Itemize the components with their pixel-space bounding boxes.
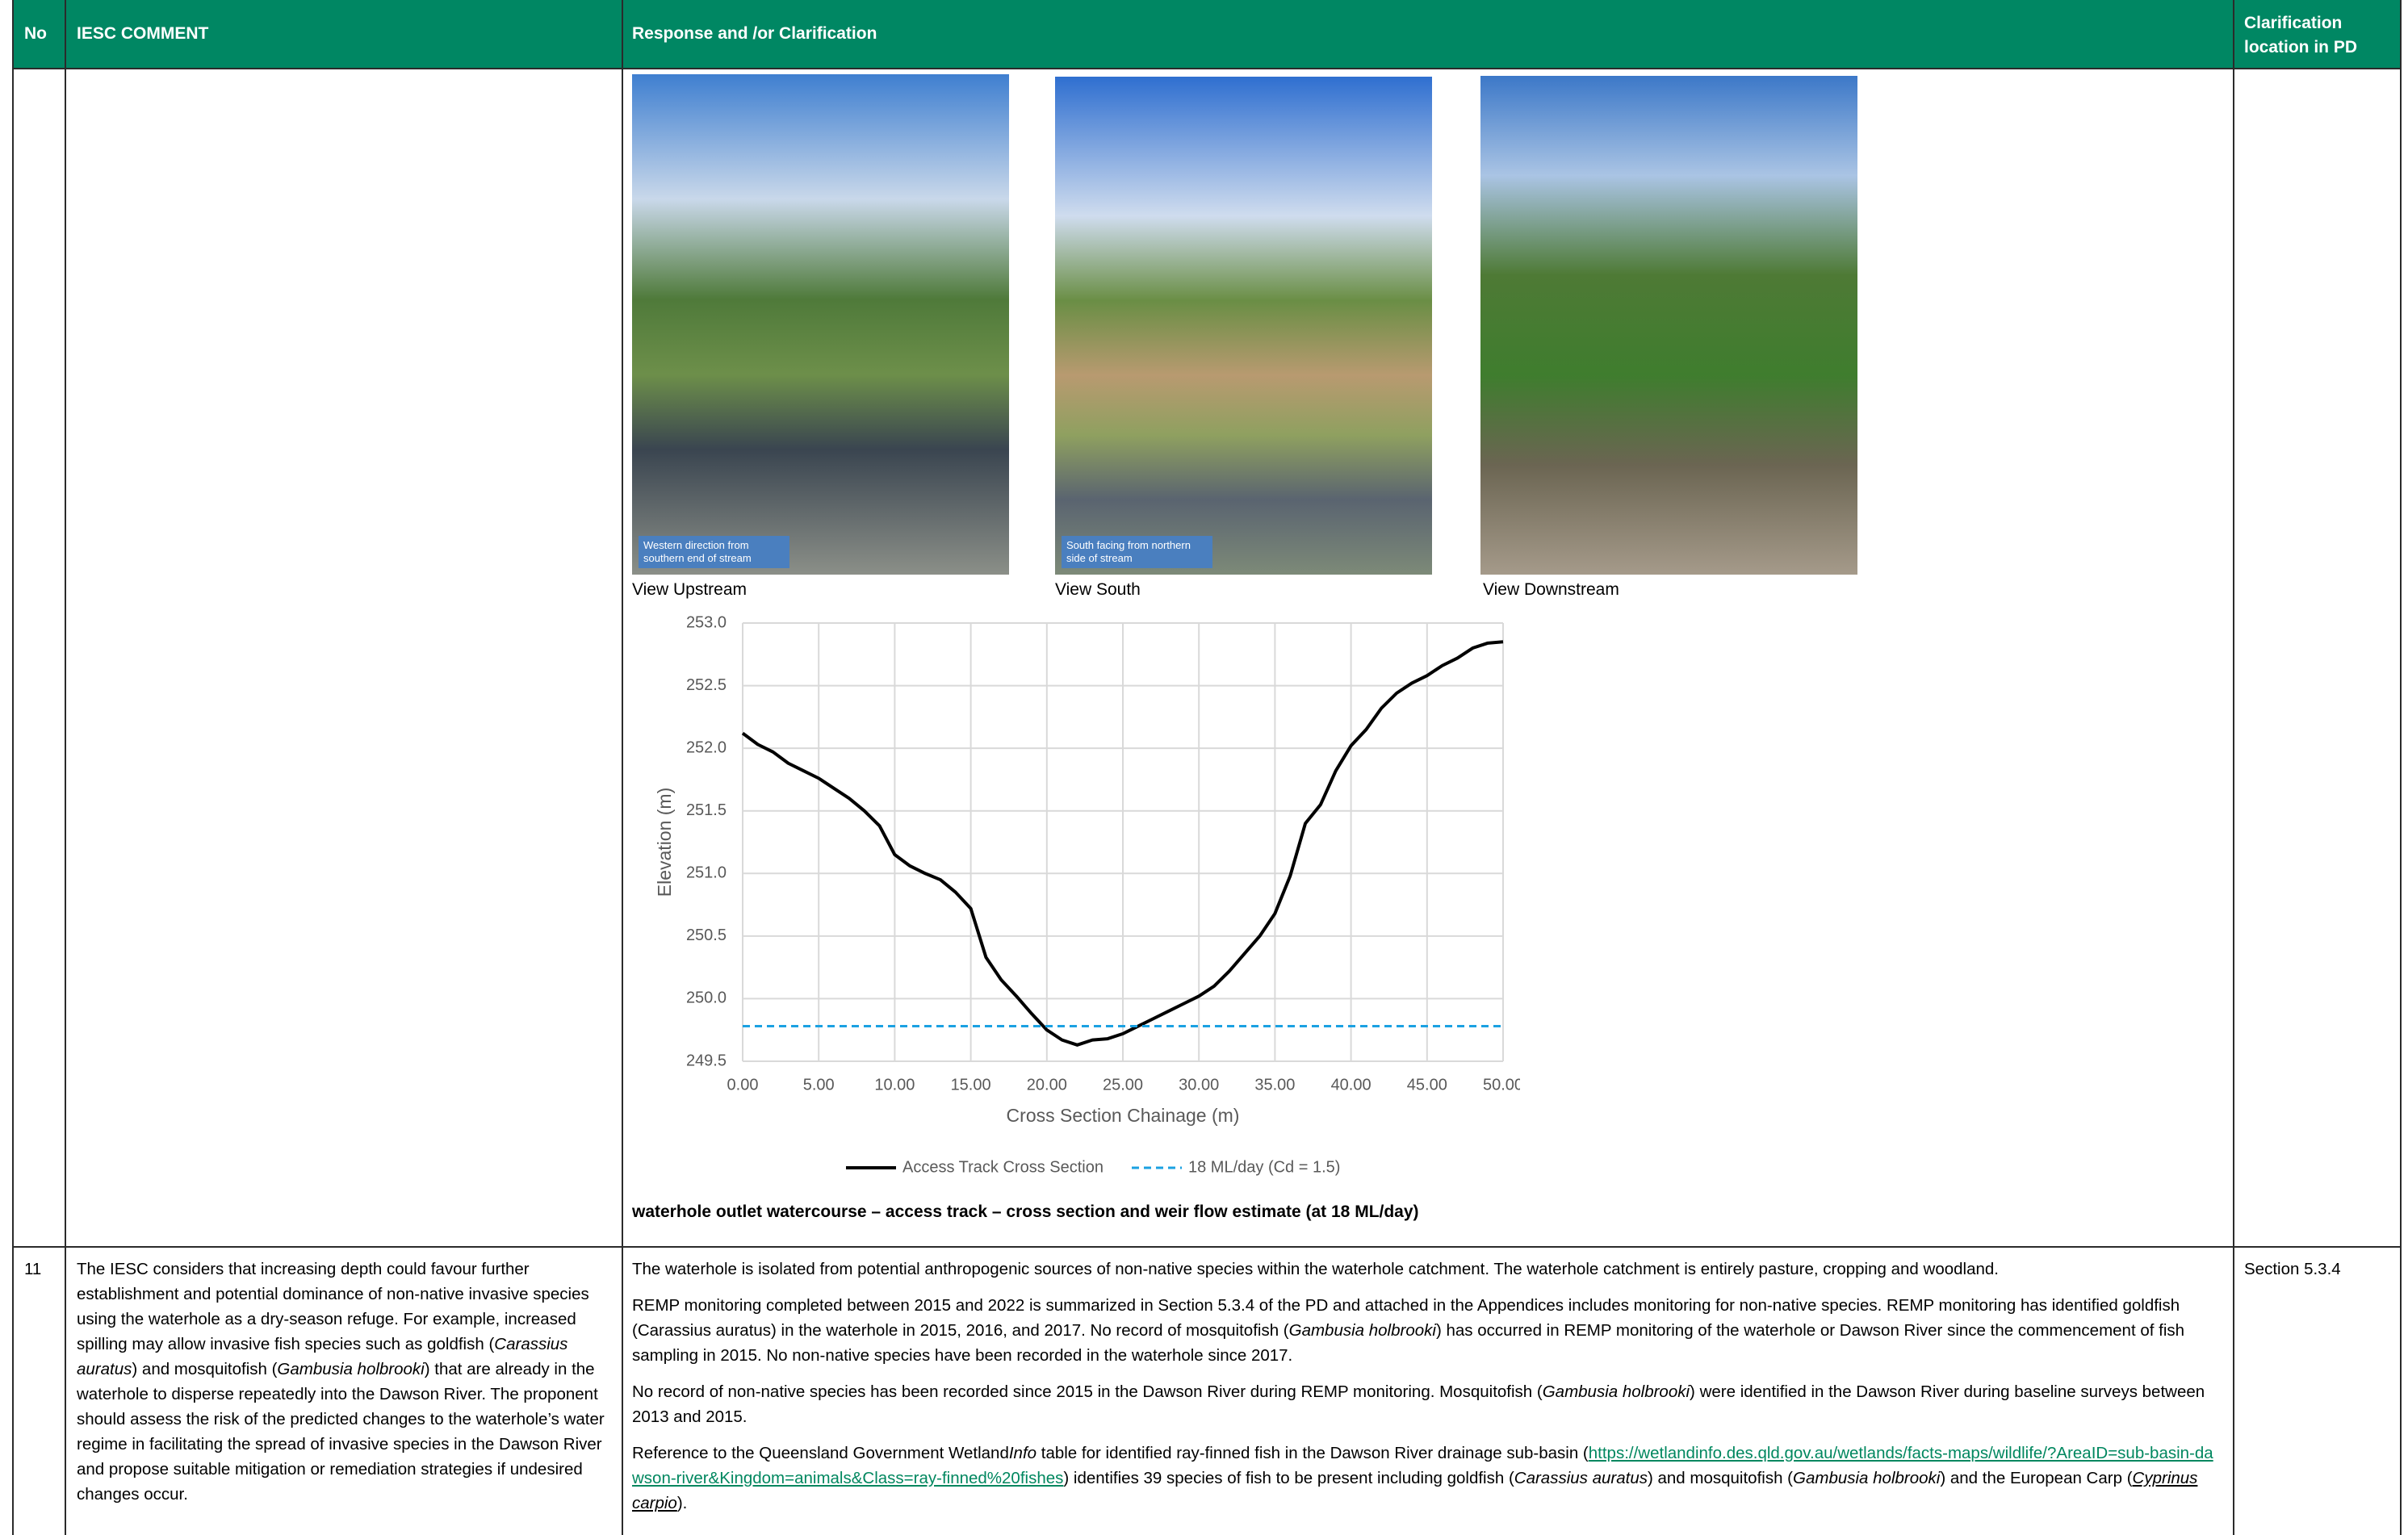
header-cell: Clarification location in PD [2244, 11, 2389, 60]
y-tick-label: 251.0 [686, 864, 727, 882]
x-tick-label: 15.00 [951, 1076, 991, 1094]
text-run: No record of non-native species has been… [632, 1382, 1543, 1401]
paragraph: The waterhole is isolated from potential… [632, 1257, 2222, 1282]
photo-overlay: South facing from northern side of strea… [1062, 536, 1212, 568]
y-tick-label: 252.5 [686, 676, 727, 694]
border [2233, 0, 2234, 1535]
text-run: ) and mosquitofish ( [132, 1360, 277, 1378]
figure-caption: waterhole outlet watercourse – access tr… [632, 1202, 1419, 1222]
y-tick-label: 251.5 [686, 801, 727, 819]
header-cell: No [24, 22, 47, 46]
text-run: Gambusia holbrooki [277, 1360, 424, 1378]
y-axis-label: Elevation (m) [654, 788, 675, 897]
text-run: table for identified ray-finned fish in … [1036, 1444, 1589, 1462]
text-run: Info [1009, 1444, 1036, 1462]
border [65, 0, 66, 1535]
paragraph: REMP monitoring completed between 2015 a… [632, 1293, 2222, 1368]
x-tick-label: 50.00 [1483, 1076, 1520, 1094]
photo-caption: View South [1055, 580, 1141, 600]
response: The waterhole is isolated from potential… [632, 1257, 2222, 1527]
border [12, 0, 14, 1535]
comment: The IESC considers that increasing depth… [77, 1257, 614, 1507]
y-tick-label: 250.5 [686, 926, 727, 944]
x-axis-label: Cross Section Chainage (m) [1007, 1105, 1240, 1126]
legend-label: Access Track Cross Section [902, 1158, 1103, 1176]
location: Section 5.3.4 [2244, 1257, 2341, 1282]
x-tick-label: 30.00 [1179, 1076, 1219, 1094]
border [12, 68, 2402, 69]
header-cell: IESC COMMENT [77, 22, 208, 46]
x-tick-label: 20.00 [1027, 1076, 1067, 1094]
photo-overlay: Western direction from southern end of s… [639, 536, 789, 568]
photo-caption: View Downstream [1483, 580, 1619, 600]
x-tick-label: 5.00 [803, 1076, 835, 1094]
row-number: 11 [24, 1257, 41, 1282]
text-run: ) and the European Carp ( [1940, 1469, 2132, 1487]
text-run: Gambusia holbrooki [1289, 1321, 1436, 1340]
text-run: Carassius auratus [1514, 1469, 1648, 1487]
photo [1480, 76, 1857, 575]
border [2400, 0, 2402, 1535]
text-run: Gambusia holbrooki [1793, 1469, 1940, 1487]
border [12, 1246, 2402, 1248]
x-tick-label: 25.00 [1103, 1076, 1143, 1094]
photo: South facing from northern side of strea… [1055, 77, 1432, 575]
text-run: ). [677, 1494, 688, 1512]
x-tick-label: 10.00 [874, 1076, 915, 1094]
photo-caption: View Upstream [632, 580, 747, 600]
x-tick-label: 35.00 [1254, 1076, 1295, 1094]
legend-label: 18 ML/day (Cd = 1.5) [1188, 1158, 1340, 1176]
header-bar [12, 0, 2402, 68]
x-tick-label: 45.00 [1407, 1076, 1447, 1094]
page: No IESC COMMENT Response and /or Clarifi… [0, 0, 2408, 1535]
y-tick-label: 249.5 [686, 1052, 727, 1069]
paragraph: Reference to the Queensland Government W… [632, 1441, 2222, 1516]
header-cell: Response and /or Clarification [632, 22, 877, 46]
text-run: Gambusia holbrooki [1543, 1382, 1690, 1401]
text-run: Reference to the Queensland Government W… [632, 1444, 1009, 1462]
paragraph: No record of non-native species has been… [632, 1379, 2222, 1429]
x-tick-label: 40.00 [1331, 1076, 1372, 1094]
chart: 249.5 250.0 250.5 251.0 251.5 252.0 252.5 253.0… [632, 611, 1520, 1192]
y-tick-label: 250.0 [686, 989, 727, 1007]
photo: Western direction from southern end of s… [632, 74, 1009, 575]
text-run: ) and mosquitofish ( [1648, 1469, 1793, 1487]
y-tick-label: 253.0 [686, 613, 727, 631]
x-tick-label: 0.00 [727, 1076, 759, 1094]
text-run: ) that are already in the waterhole to d… [77, 1360, 605, 1504]
text-run: ) identifies 39 species of fish to be pr… [1063, 1469, 1514, 1487]
text-run: The waterhole is isolated from potential… [632, 1260, 1999, 1278]
border [622, 0, 623, 1535]
y-tick-label: 252.0 [686, 738, 727, 756]
